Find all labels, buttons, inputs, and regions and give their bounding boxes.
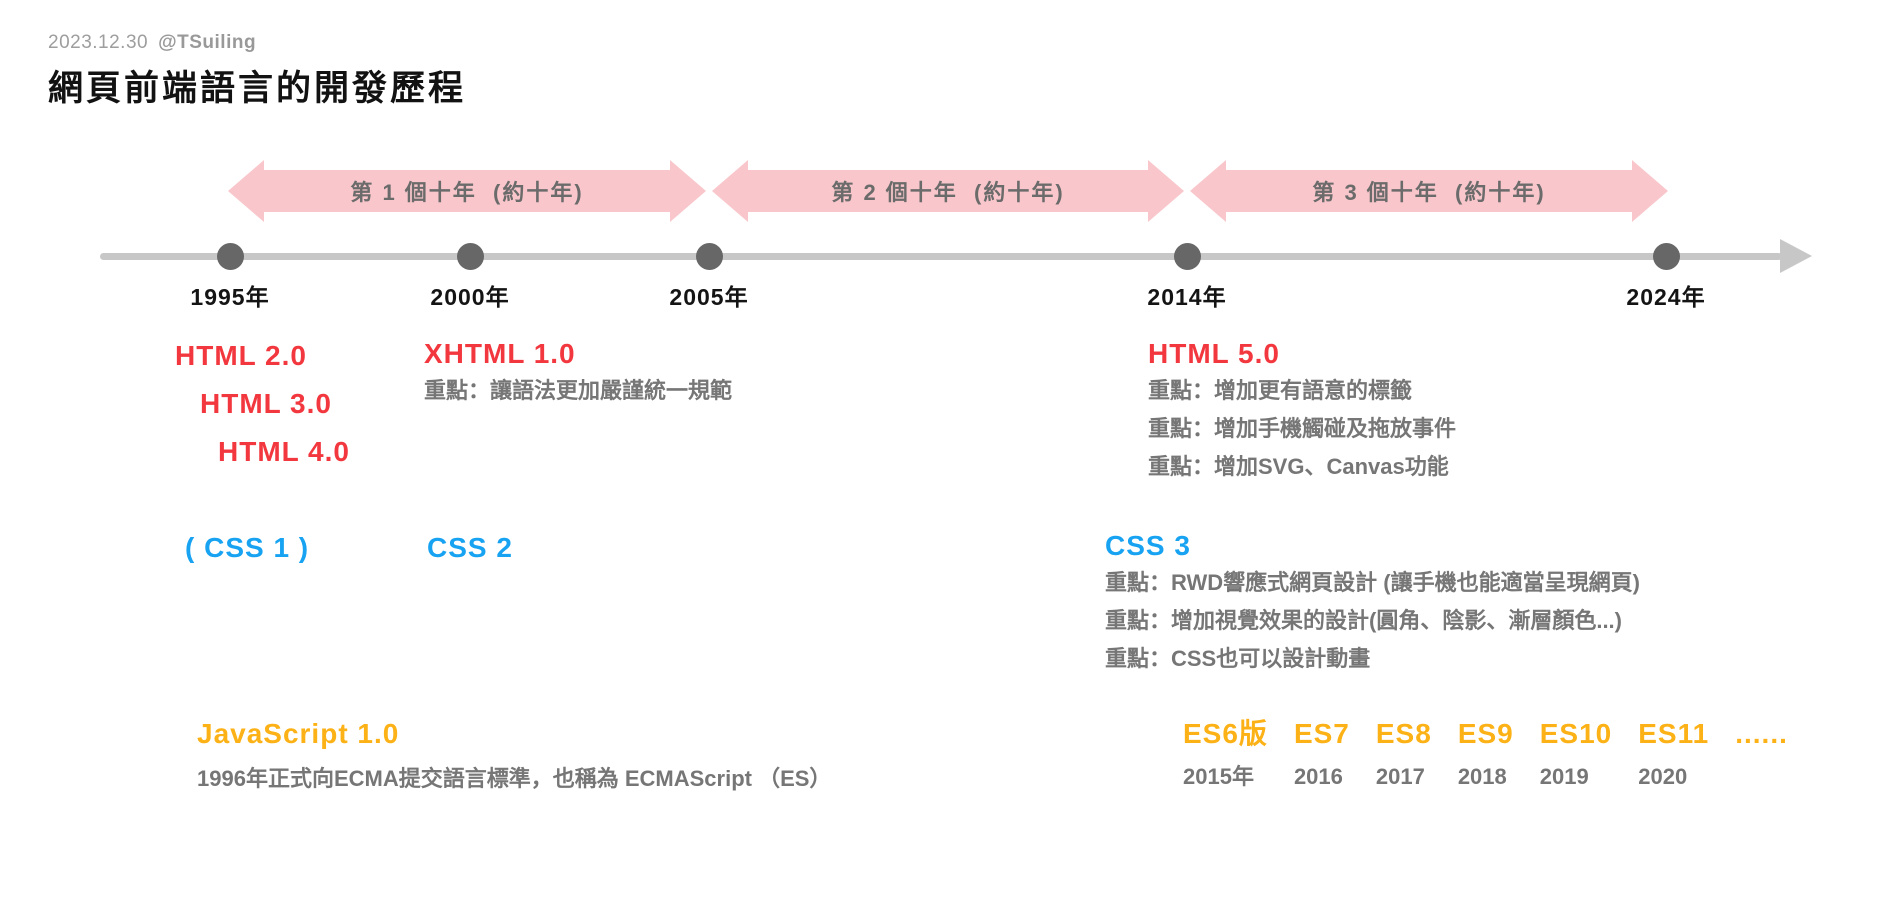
- css3-note-3: 重點：CSS也可以設計動畫: [1105, 646, 1371, 671]
- year-label-2005: 2005年: [669, 284, 749, 310]
- arrowhead-right-icon: [1148, 160, 1184, 222]
- es10-label: ES10: [1539, 718, 1613, 749]
- es-column-es10: ES10 2019: [1540, 716, 1613, 788]
- html5-note-2: 重點：增加手機觸碰及拖放事件: [1148, 416, 1457, 441]
- es7-label: ES7: [1293, 718, 1350, 749]
- html5-label: HTML 5.0: [1148, 338, 1280, 369]
- arrowhead-right-icon: [1632, 160, 1668, 222]
- es-column-more: ......: [1735, 716, 1788, 766]
- html5-note-1: 重點：增加更有語意的標籤: [1148, 378, 1413, 403]
- arrowhead-left-icon: [712, 160, 748, 222]
- javascript1-label: JavaScript 1.0: [197, 718, 400, 749]
- timeline-dot-2014: [1174, 243, 1201, 270]
- xhtml-label: XHTML 1.0: [424, 338, 576, 369]
- timeline-dot-2000: [457, 243, 484, 270]
- es-more-label: ......: [1735, 718, 1788, 749]
- decade-arrow-1: 第 1 個十年 (約十年): [228, 160, 706, 222]
- html5-group: HTML 5.0 重點：增加更有語意的標籤 重點：增加手機觸碰及拖放事件 重點：…: [1148, 336, 1456, 486]
- es9-year: 2018: [1457, 764, 1507, 789]
- timeline-dot-1995: [217, 243, 244, 270]
- decade-arrow-1-label: 第 1 個十年 (約十年): [264, 170, 670, 212]
- timeline-dot-2005: [696, 243, 723, 270]
- es8-year: 2017: [1375, 764, 1425, 789]
- decade-arrow-3: 第 3 個十年 (約十年): [1190, 160, 1668, 222]
- es-column-es6: ES6版 2015年: [1183, 716, 1268, 788]
- header: 2023.12.30 @TSuiling 網頁前端語言的開發歷程: [48, 32, 466, 111]
- es11-year: 2020: [1638, 764, 1688, 789]
- css3-group: CSS 3 重點：RWD響應式網頁設計 (讓手機也能適當呈現網頁) 重點：增加視…: [1105, 528, 1640, 678]
- html2-label: HTML 2.0: [175, 340, 307, 371]
- xhtml-note: 重點：讓語法更加嚴謹統一規範: [424, 378, 733, 403]
- arrowhead-right-icon: [670, 160, 706, 222]
- credit-handle: @TSuiling: [158, 32, 257, 53]
- es-column-es7: ES7 2016: [1294, 716, 1350, 788]
- es10-year: 2019: [1539, 764, 1589, 789]
- es6-year: 2015年: [1183, 764, 1254, 789]
- es9-label: ES9: [1457, 718, 1514, 749]
- decade-arrow-3-label: 第 3 個十年 (約十年): [1226, 170, 1632, 212]
- es-column-es11: ES11 2020: [1638, 716, 1709, 788]
- html5-note-3: 重點：增加SVG、Canvas功能: [1148, 454, 1449, 479]
- es8-label: ES8: [1375, 718, 1432, 749]
- timeline-line: [100, 253, 1782, 260]
- timeline-dot-2024: [1653, 243, 1680, 270]
- css2-label: CSS 2: [427, 532, 513, 563]
- year-label-2024: 2024年: [1626, 284, 1706, 310]
- javascript-group: JavaScript 1.0 1996年正式向ECMA提交語言標準，也稱為 EC…: [197, 716, 831, 798]
- decade-arrow-2-label: 第 2 個十年 (約十年): [748, 170, 1148, 212]
- es6-label: ES6版: [1183, 718, 1268, 749]
- html4-label: HTML 4.0: [218, 436, 350, 467]
- es11-label: ES11: [1638, 718, 1710, 749]
- css3-note-1: 重點：RWD響應式網頁設計 (讓手機也能適當呈現網頁): [1105, 570, 1640, 595]
- arrowhead-left-icon: [1190, 160, 1226, 222]
- year-label-2014: 2014年: [1147, 284, 1227, 310]
- xhtml-group: XHTML 1.0 重點：讓語法更加嚴謹統一規範: [424, 336, 732, 410]
- html3-label: HTML 3.0: [200, 388, 332, 419]
- es-versions-row: ES6版 2015年 ES7 2016 ES8 2017 ES9 2018 ES…: [1183, 716, 1788, 788]
- year-label-1995: 1995年: [190, 284, 270, 310]
- es7-year: 2016: [1293, 764, 1343, 789]
- javascript1-note: 1996年正式向ECMA提交語言標準，也稱為 ECMAScript （ES）: [197, 766, 832, 791]
- decade-arrow-2: 第 2 個十年 (約十年): [712, 160, 1184, 222]
- arrowhead-left-icon: [228, 160, 264, 222]
- page-title: 網頁前端語言的開發歷程: [48, 69, 467, 108]
- year-label-2000: 2000年: [430, 284, 510, 310]
- css3-label: CSS 3: [1105, 530, 1191, 561]
- css3-note-2: 重點：增加視覺效果的設計(圓角、陰影、漸層顏色...): [1105, 608, 1622, 633]
- css1-label: ( CSS 1 ): [185, 532, 310, 563]
- es-column-es8: ES8 2017: [1376, 716, 1432, 788]
- credit-date: 2023.12.30: [48, 32, 149, 53]
- credit-line: 2023.12.30 @TSuiling: [48, 32, 466, 54]
- timeline-arrowhead-icon: [1780, 239, 1812, 273]
- es-column-es9: ES9 2018: [1458, 716, 1514, 788]
